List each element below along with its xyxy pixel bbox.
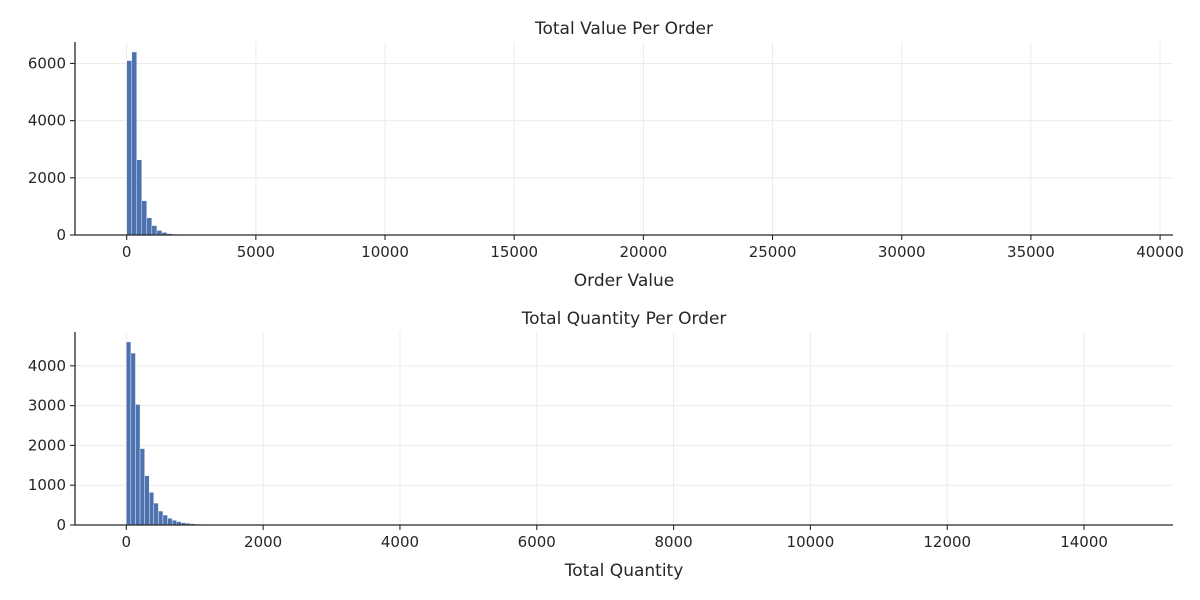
y-tick-label: 3000 [28,397,66,415]
x-tick-label: 5000 [237,243,275,261]
histogram-bar [149,492,155,526]
y-tick-label: 6000 [28,54,66,72]
x-tick-label: 0 [122,533,132,551]
x-tick-label: 2000 [244,533,282,551]
y-tick-label: 4000 [28,357,66,375]
y-tick-label: 4000 [28,112,66,130]
chart-panel-2: 0 2000 4000 6000 8000 10000 12000 14000 0 1000 200… [28,309,1173,581]
x-tick-label: 0 [122,243,132,261]
x-tick-label: 35000 [1007,243,1055,261]
histogram-bar [144,475,150,526]
histogram-bar [139,448,145,526]
x-tick-label: 6000 [518,533,556,551]
y-tick-label: 0 [56,226,66,244]
x-tick-label: 20000 [620,243,668,261]
y-tick-label: 2000 [28,436,66,454]
x-tick-label: 40000 [1136,243,1184,261]
histogram-bar [171,520,177,526]
histogram-bar [126,60,132,236]
histogram-bar [156,230,163,236]
chart-title: Total Quantity Per Order [521,309,727,329]
histogram-bar [158,510,164,526]
x-axis-label: Order Value [574,271,674,291]
x-tick-label: 4000 [381,533,419,551]
x-tick-label: 8000 [655,533,693,551]
x-tick-label: 25000 [749,243,797,261]
y-tick-label: 1000 [28,476,66,494]
chart-title: Total Value Per Order [534,19,713,39]
histogram-bar [126,341,132,526]
x-tick-label: 12000 [923,533,971,551]
chart-panel-1: 0 5000 10000 15000 20000 25000 30000 35000 40000… [28,19,1184,291]
histogram-bar [162,514,168,526]
x-axis-label: Total Quantity [564,561,684,581]
histogram-bar [131,51,137,236]
histogram-bar [153,502,159,526]
histogram-bar [151,225,158,236]
y-tick-label: 0 [56,516,66,534]
histogram-bar [146,217,153,236]
x-tick-label: 14000 [1060,533,1108,551]
histogram-bar [141,200,148,236]
histogram-bar [136,159,142,236]
histogram-bar [130,352,136,526]
x-tick-label: 10000 [361,243,409,261]
x-tick-label: 15000 [490,243,538,261]
histogram-bar [135,404,141,526]
histogram-bar [167,518,173,526]
y-tick-label: 2000 [28,169,66,187]
x-tick-label: 30000 [878,243,926,261]
x-tick-label: 10000 [787,533,835,551]
